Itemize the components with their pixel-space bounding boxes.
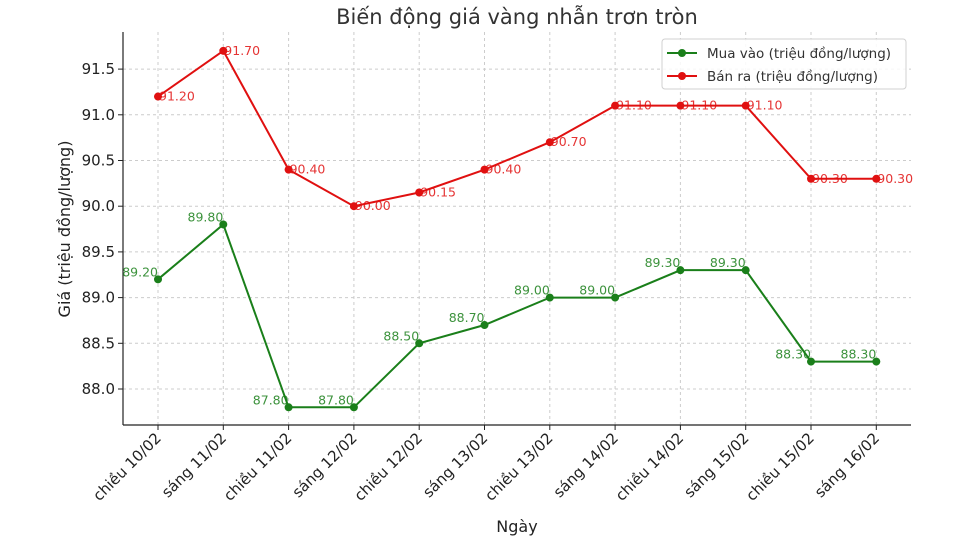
data-label: 88.30 [775,347,811,362]
data-label: 89.20 [122,264,158,279]
series-line [157,49,877,208]
axes [122,32,911,426]
data-label: 91.10 [747,98,783,113]
data-point-marker [415,188,424,197]
data-label: 88.50 [383,328,419,343]
data-label: 89.80 [188,209,224,224]
data-label: 89.00 [579,283,615,298]
data-label: 90.15 [420,184,456,199]
data-label: 91.10 [616,98,652,113]
data-label: 90.70 [551,134,587,149]
data-point-marker [154,92,162,101]
data-point-marker [219,220,228,229]
data-point-marker [480,165,489,174]
y-tick-label: 91.0 [82,106,115,124]
data-point-marker [676,266,685,275]
data-label: 90.00 [355,198,391,213]
series-buy: 89.20 89.80 87.80 87.80 88.50 88.70 89.00 89.00… [122,209,881,412]
x-tick-label: chiều 14/02 [612,429,687,504]
data-point-marker [741,266,750,275]
x-tick-label: sáng 11/02 [158,429,230,501]
data-point-marker [872,174,881,183]
data-label: 91.10 [681,98,717,113]
x-tick-label: sáng 14/02 [550,429,622,501]
y-tick-label: 90.5 [82,152,115,170]
series-line [157,222,877,409]
data-point-marker [676,101,685,110]
data-point-marker [415,339,424,348]
legend-label-sell: Bán ra (triệu đồng/lượng) [707,68,878,85]
x-tick-label: chiều 11/02 [220,429,295,504]
data-label: 87.80 [253,392,289,407]
data-point-marker [284,403,293,412]
x-axis-label: Ngày [496,517,537,536]
data-label: 89.30 [645,255,681,270]
y-tick-label: 88.0 [82,380,115,398]
data-point-marker [349,403,358,412]
data-label: 89.30 [710,255,746,270]
y-axis-ticks: 88.0 88.5 89.0 89.5 90.0 90.5 91.0 91.5 [82,60,123,398]
data-point-marker [807,357,815,366]
x-tick-label: chiều 10/02 [89,429,164,504]
data-label: 91.70 [224,43,260,58]
y-tick-label: 90.0 [82,197,115,215]
data-point-marker [807,174,815,183]
data-point-marker [154,275,162,284]
grid-lines [123,32,911,425]
legend-box [661,38,907,90]
x-tick-label: sáng 13/02 [419,429,491,501]
data-point-marker [545,138,554,147]
legend-marker-sell [678,72,686,80]
data-point-marker [480,321,489,330]
data-point-marker [611,293,620,302]
data-label: 90.40 [486,162,522,177]
series-sell: 91.20 91.70 90.40 90.00 90.15 90.40 90.70 91.10… [154,43,913,213]
data-point-marker [219,46,228,55]
data-point-marker [741,101,750,110]
data-point-marker [872,357,881,366]
x-tick-label: chiều 12/02 [351,429,426,504]
x-tick-label: sáng 16/02 [811,429,883,501]
x-tick-label: sáng 15/02 [680,429,752,501]
x-tick-label: chiều 15/02 [742,429,817,504]
data-label: 87.80 [318,392,354,407]
data-point-marker [545,293,554,302]
y-tick-label: 89.5 [82,243,115,261]
data-label: 90.30 [812,171,848,186]
chart-title: Biến động giá vàng nhẫn trơn tròn [336,4,698,29]
data-label: 89.00 [514,283,550,298]
data-label: 90.30 [877,171,913,186]
x-tick-label: chiều 13/02 [481,429,556,504]
data-point-marker [349,202,358,211]
y-tick-label: 91.5 [82,60,115,78]
legend-label-buy: Mua vào (triệu đồng/lượng) [707,45,891,62]
x-tick-label: sáng 12/02 [289,429,361,501]
data-label: 91.20 [159,89,195,104]
legend: Mua vào (triệu đồng/lượng) Bán ra (triệu… [661,38,907,90]
y-tick-label: 89.0 [82,289,115,307]
data-label: 90.40 [290,162,326,177]
legend-marker-buy [678,49,686,57]
data-series: 89.20 89.80 87.80 87.80 88.50 88.70 89.00 89.00… [122,43,913,412]
y-tick-label: 88.5 [82,334,115,352]
data-label: 88.70 [449,310,485,325]
data-point-marker [611,101,620,110]
data-point-marker [284,165,293,174]
y-axis-label: Giá (triệu đồng/lượng) [55,141,74,318]
data-label: 88.30 [841,347,877,362]
